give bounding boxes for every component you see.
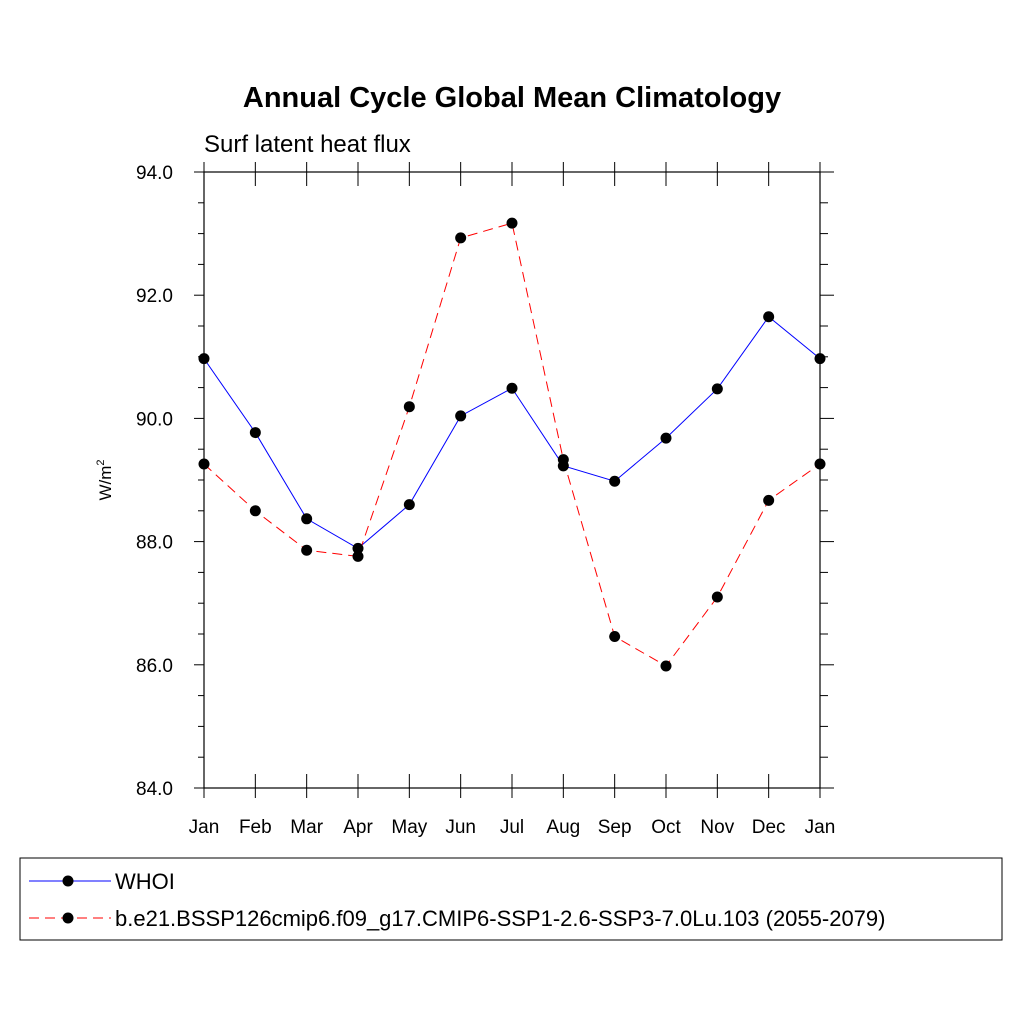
y-tick-label: 90.0 (136, 409, 173, 430)
x-tick-label: Nov (700, 817, 734, 838)
x-tick-label: Mar (290, 817, 323, 838)
data-point-series-0 (814, 353, 826, 365)
data-point-series-1 (711, 591, 723, 603)
x-tick-label: Aug (546, 817, 580, 838)
legend-box (19, 857, 1003, 941)
y-axis-label: W/m2 (95, 459, 115, 500)
data-point-series-0 (249, 427, 261, 439)
legend-marker-whoi (62, 875, 74, 887)
x-tick-label: Jun (445, 817, 476, 838)
x-tick-label: Jan (189, 817, 220, 838)
data-point-series-1 (455, 232, 467, 244)
data-point-series-1 (557, 454, 569, 466)
svg-text:W/m2: W/m2 (95, 459, 115, 500)
series-lines (203, 222, 821, 667)
x-tick-label: Jul (500, 817, 524, 838)
x-tick-label: Sep (598, 817, 632, 838)
x-tick-label: Oct (651, 817, 681, 838)
x-tick-label: Dec (752, 817, 786, 838)
legend-marker-cesm (62, 912, 74, 924)
data-point-series-0 (660, 432, 672, 444)
legend: WHOI b.e21.BSSP126cmip6.f09_g17.CMIP6-SS… (19, 857, 1003, 941)
data-point-series-0 (352, 542, 364, 554)
data-point-series-1 (198, 458, 210, 470)
legend-label-cesm: b.e21.BSSP126cmip6.f09_g17.CMIP6-SSP1-2.… (115, 906, 885, 931)
y-tick-label: 86.0 (136, 656, 173, 677)
data-point-series-1 (301, 544, 313, 556)
legend-label-whoi: WHOI (115, 869, 175, 894)
data-point-series-0 (609, 475, 621, 487)
chart-subtitle: Surf latent heat flux (204, 131, 411, 158)
axis-ticks: Jan Feb Mar Apr May Jun Jul Aug Sep Oct Nov Dec Jan 8… (136, 162, 835, 838)
data-point-series-0 (506, 382, 518, 394)
y-tick-label: 94.0 (136, 163, 173, 184)
data-point-series-1 (352, 550, 364, 562)
y-tick-label: 88.0 (136, 533, 173, 554)
data-point-series-1 (660, 660, 672, 672)
data-point-series-0 (455, 410, 467, 422)
data-point-series-0 (763, 311, 775, 323)
data-point-series-0 (403, 499, 415, 511)
y-tick-label: 84.0 (136, 779, 173, 800)
y-axis-label-sup: 2 (95, 459, 107, 465)
data-point-series-0 (711, 383, 723, 395)
data-point-series-1 (814, 458, 826, 470)
data-point-series-1 (763, 494, 775, 506)
y-tick-label: 92.0 (136, 286, 173, 307)
data-point-series-1 (249, 505, 261, 517)
x-tick-label: May (391, 817, 427, 838)
series-markers (198, 217, 826, 672)
chart-title: Annual Cycle Global Mean Climatology (243, 82, 781, 114)
data-point-series-1 (609, 630, 621, 642)
y-axis-label-main: W/m (96, 466, 115, 501)
data-point-series-0 (198, 353, 210, 365)
series-line-1 (203, 222, 821, 667)
data-point-series-0 (301, 513, 313, 525)
x-tick-label: Jan (805, 817, 836, 838)
data-point-series-1 (506, 217, 518, 229)
data-point-series-1 (403, 401, 415, 413)
x-tick-label: Feb (239, 817, 272, 838)
plot-frame (203, 171, 821, 789)
x-tick-label: Apr (343, 817, 373, 838)
series-line-0 (203, 316, 821, 549)
